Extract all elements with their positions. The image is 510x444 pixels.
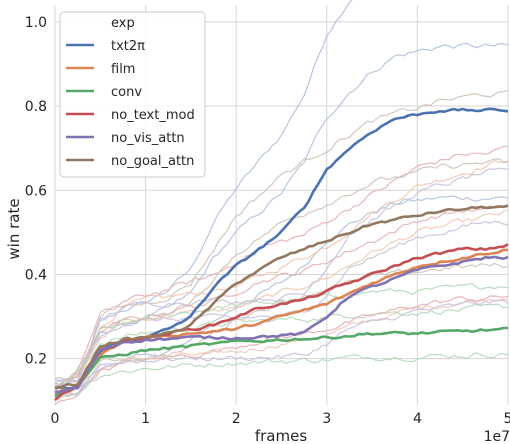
legend-label: film	[111, 62, 135, 77]
legend-label: conv	[111, 85, 142, 100]
grid	[54, 5, 509, 405]
legend-box	[59, 11, 206, 178]
x-tick-label: 4	[413, 411, 422, 427]
run-trace	[54, 295, 509, 405]
run-trace	[54, 158, 509, 380]
series-line	[54, 248, 509, 394]
run-trace	[54, 303, 509, 389]
run-trace	[54, 145, 509, 399]
series-line	[54, 255, 509, 394]
run-trace	[54, 42, 509, 382]
y-tick-label: 0.6	[25, 183, 47, 199]
y-tick-label: 0.8	[25, 99, 47, 115]
y-tick-label: 0.4	[25, 267, 47, 283]
run-trace	[55, 352, 509, 400]
legend-label: no_vis_attn	[111, 131, 185, 146]
y-tick-label: 0.2	[25, 352, 47, 368]
run-trace	[54, 262, 509, 395]
y-tick-labels: 0.2 0.4 0.6 0.8 1.0	[25, 15, 47, 368]
run-trace	[55, 299, 509, 399]
y-axis-label: win rate	[5, 198, 23, 259]
run-trace	[54, 298, 509, 397]
x-tick-label: 1	[141, 411, 150, 427]
series-line	[54, 204, 509, 390]
x-tick-label: 5	[504, 411, 510, 427]
x-tick-label: 0	[51, 411, 60, 427]
legend-label: no_text_mod	[111, 108, 195, 123]
x-tick-label: 2	[232, 411, 241, 427]
series-line	[54, 326, 508, 398]
legend: exp txt2π film conv no_text_mod no_vis_attnn…	[59, 11, 206, 178]
run-trace	[54, 89, 509, 387]
legend-label: no_goal_attn	[111, 154, 194, 169]
x-axis-label: frames	[255, 427, 307, 444]
x-offset-text: 1e7	[484, 429, 510, 444]
legend-label: txt2π	[111, 39, 145, 54]
legend-title: exp	[111, 16, 135, 31]
individual-runs	[54, 0, 509, 405]
x-tick-label: 3	[322, 411, 331, 427]
run-trace	[54, 160, 509, 388]
series-lines	[54, 107, 509, 402]
run-trace	[54, 0, 353, 386]
run-trace	[54, 203, 509, 394]
y-tick-label: 1.0	[25, 15, 47, 31]
x-tick-labels: 0 1 2 3 4 5	[51, 411, 510, 427]
run-trace	[54, 167, 509, 390]
